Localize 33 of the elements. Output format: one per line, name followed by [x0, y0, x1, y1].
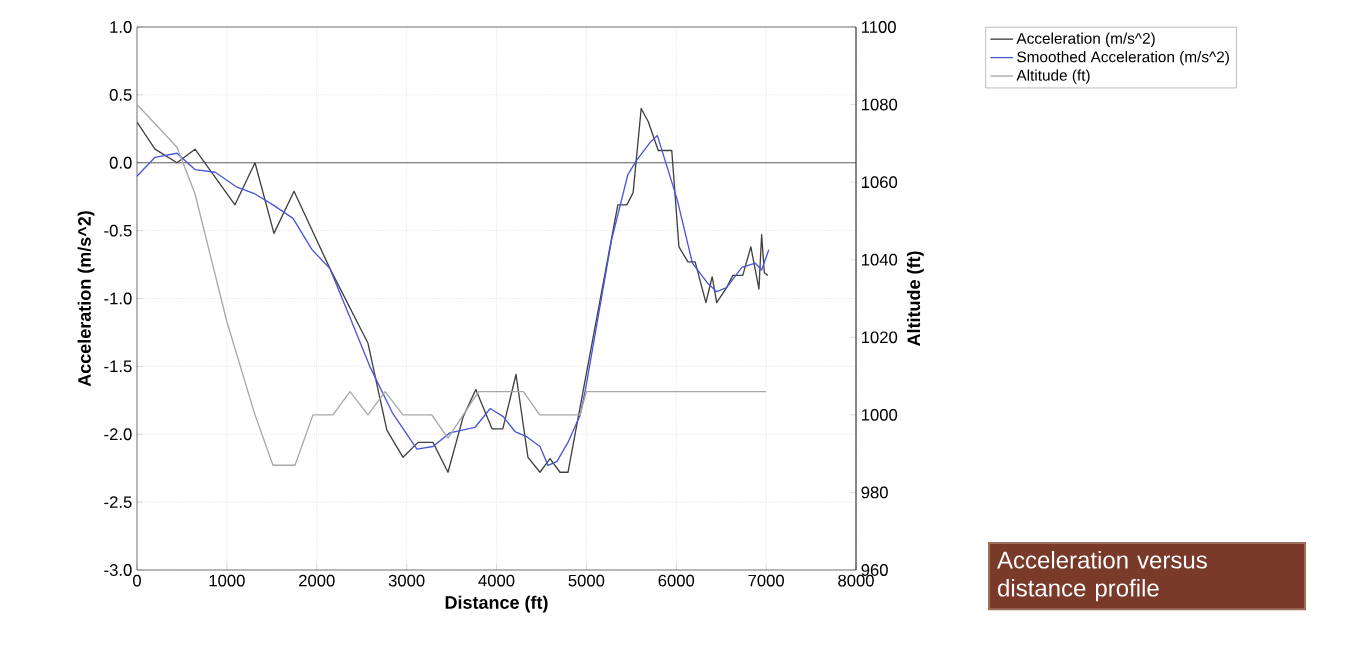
x-tick-label: 8000 [838, 574, 874, 587]
x-tick-label: 4000 [478, 574, 515, 587]
legend-label: Altitude (ft) [1016, 69, 1090, 84]
y2-tick-label: 980 [861, 486, 888, 499]
y-tick-label: -0.5 [104, 224, 132, 237]
y2-tick-label: 1100 [861, 21, 896, 33]
y-tick-label: -2.5 [104, 496, 132, 509]
y2-tick-label: 1020 [861, 331, 898, 344]
x-tick-label: 6000 [658, 574, 695, 587]
text: Acceleration versus distance profile [997, 550, 1207, 602]
legend-label: Acceleration (m/s^2) [1016, 32, 1155, 47]
y2-tick-label: 960 [861, 564, 888, 576]
y2-axis-title: Altitude (ft) [906, 251, 924, 347]
y-axis-title: Acceleration (m/s^2) [77, 211, 95, 387]
x-tick-label: 5000 [568, 574, 605, 587]
x-tick-label: 2000 [299, 574, 335, 587]
y-tick-label: -1.0 [104, 292, 132, 305]
x-tick-label: 7000 [748, 574, 785, 587]
x-tick-label: 0 [133, 574, 141, 587]
y-tick-label: 0.5 [109, 88, 132, 101]
y-tick-label: 0.0 [109, 156, 132, 169]
legend-label: Smoothed Acceleration (m/s^2) [1017, 51, 1229, 66]
y2-tick-label: 1080 [861, 98, 898, 111]
y-tick-label: -2.0 [104, 428, 132, 441]
x-axis-title: Distance (ft) [445, 595, 548, 613]
y2-tick-label: 1040 [861, 253, 898, 266]
y-tick-label: 1.0 [110, 21, 132, 33]
y2-tick-label: 1000 [861, 408, 898, 421]
y-tick-label: -1.5 [104, 360, 132, 373]
y2-tick-label: 1060 [861, 176, 898, 189]
x-tick-label: 3000 [388, 574, 425, 587]
x-tick-label: 1000 [209, 574, 245, 587]
y-tick-label: -3.0 [104, 564, 132, 576]
